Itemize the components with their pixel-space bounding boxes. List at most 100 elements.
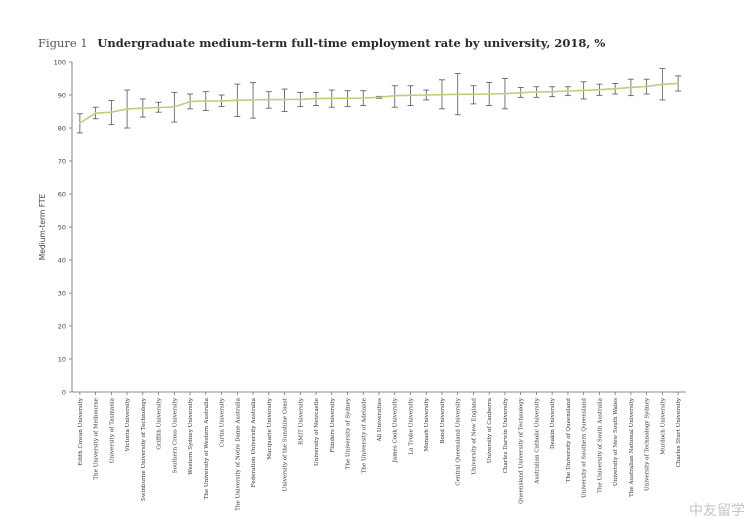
series-line-layer bbox=[78, 82, 680, 124]
chart-title-row: Figure 1 Undergraduate medium-term full-… bbox=[38, 36, 605, 50]
y-tick-label: 100 bbox=[54, 58, 66, 66]
data-point bbox=[567, 90, 569, 92]
data-point bbox=[126, 107, 129, 110]
data-point bbox=[582, 89, 585, 92]
category-label: All Universities bbox=[377, 398, 383, 443]
data-point bbox=[393, 94, 396, 97]
data-point bbox=[409, 94, 412, 97]
y-tick-label: 0 bbox=[62, 388, 66, 396]
data-point bbox=[315, 97, 317, 100]
data-point bbox=[94, 112, 97, 115]
category-label: The University of South Australia bbox=[597, 397, 603, 493]
y-tick-label: 80 bbox=[58, 124, 66, 132]
category-label: Murdoch University bbox=[660, 397, 666, 455]
series-line bbox=[79, 82, 679, 124]
data-point bbox=[236, 99, 239, 102]
category-label: The University of Melbourne bbox=[94, 397, 100, 479]
category-label: University of Technology Sydney bbox=[645, 397, 651, 491]
data-point bbox=[504, 92, 506, 95]
category-label: Southern Cross University bbox=[172, 397, 178, 473]
data-point bbox=[299, 98, 302, 101]
data-point bbox=[456, 93, 459, 96]
data-point bbox=[629, 86, 632, 89]
data-point bbox=[488, 93, 491, 95]
data-point bbox=[157, 106, 160, 109]
data-point bbox=[141, 107, 144, 110]
data-point bbox=[425, 94, 428, 96]
data-point bbox=[252, 99, 254, 101]
category-label: The University of Sydney bbox=[346, 397, 352, 469]
category-label: RMIT University bbox=[298, 397, 304, 445]
category-label: Australian Catholic University bbox=[534, 397, 540, 485]
figure-label: Figure 1 bbox=[38, 36, 88, 50]
data-point bbox=[346, 97, 349, 100]
category-label: Griffith University bbox=[157, 397, 163, 449]
data-point bbox=[614, 87, 617, 90]
y-tick-label: 40 bbox=[58, 256, 66, 264]
y-tick-label: 20 bbox=[58, 322, 66, 330]
data-point bbox=[519, 91, 522, 94]
data-point bbox=[677, 82, 680, 85]
data-point bbox=[330, 97, 333, 100]
category-label: University of Canberra bbox=[487, 397, 493, 463]
y-tick-label: 60 bbox=[58, 190, 66, 198]
y-tick-label: 30 bbox=[58, 289, 66, 297]
category-label: The University of Queensland bbox=[566, 398, 572, 483]
category-label: The University of Notre Dame Australia bbox=[235, 397, 241, 511]
category-label: Flinders University bbox=[330, 397, 336, 452]
category-label: Queensland University of Technology bbox=[519, 397, 525, 504]
category-label: La Trobe University bbox=[408, 397, 414, 454]
data-point bbox=[472, 93, 475, 96]
category-label: University of Tasmania bbox=[109, 397, 115, 463]
watermark: 中友留学 bbox=[689, 503, 745, 519]
data-point bbox=[441, 93, 443, 96]
category-label: Western Sydney University bbox=[188, 397, 194, 475]
category-label: Edith Cowan University bbox=[78, 397, 84, 465]
data-point bbox=[362, 97, 365, 99]
y-axis-label: Medium-term FTE bbox=[38, 194, 47, 261]
category-label: Charles Sturt University bbox=[676, 397, 682, 467]
error-bars-layer bbox=[76, 68, 682, 134]
chart-title: Undergraduate medium-term full-time empl… bbox=[97, 36, 606, 50]
axis-layer: 0 10 20 30 40 50 60 70 80 90 100 Medium-term FTE bbox=[38, 58, 686, 396]
y-tick-label: 10 bbox=[58, 355, 66, 363]
category-label: Deakin University bbox=[550, 397, 556, 449]
category-label: The Australian National University bbox=[629, 397, 635, 497]
category-label: Central Queensland University bbox=[456, 397, 462, 486]
data-point bbox=[220, 100, 223, 102]
category-label: Macquarie University bbox=[267, 397, 273, 459]
category-label: University of Southern Queensland bbox=[582, 398, 588, 498]
category-label: Federation University Australia bbox=[251, 397, 257, 487]
data-point bbox=[378, 96, 380, 99]
y-tick-label: 50 bbox=[58, 223, 66, 231]
data-point bbox=[661, 83, 664, 86]
category-label: University of New England bbox=[471, 398, 477, 475]
y-tick-label: 90 bbox=[58, 91, 66, 99]
data-point bbox=[173, 105, 176, 108]
category-label: The University of Western Australia bbox=[204, 397, 210, 499]
category-label: Monash University bbox=[424, 397, 430, 451]
category-label: The University of Adelaide bbox=[361, 397, 367, 473]
category-label: Charles Darwin University bbox=[503, 397, 509, 473]
category-label: University of New South Wales bbox=[613, 398, 619, 486]
data-point bbox=[645, 85, 648, 88]
data-point bbox=[598, 88, 601, 91]
data-point bbox=[551, 90, 554, 93]
data-point bbox=[78, 122, 81, 124]
category-label: University of the Sunshine Coast bbox=[283, 397, 289, 491]
category-label: Curtin University bbox=[220, 397, 226, 447]
data-point bbox=[283, 98, 286, 101]
category-label: Swinburne University of Technology bbox=[141, 397, 147, 501]
category-label: University of Newcastle bbox=[314, 397, 320, 466]
data-point bbox=[267, 98, 270, 101]
y-tick-label: 70 bbox=[58, 157, 66, 165]
data-point bbox=[189, 100, 191, 103]
data-point bbox=[204, 100, 207, 102]
category-label: Bond University bbox=[440, 397, 446, 444]
data-point bbox=[110, 111, 113, 114]
category-label: Victoria University bbox=[125, 397, 131, 452]
data-point bbox=[535, 91, 538, 93]
category-label: James Cook University bbox=[393, 397, 399, 463]
category-labels-layer: Edith Cowan University The University of … bbox=[78, 397, 682, 511]
